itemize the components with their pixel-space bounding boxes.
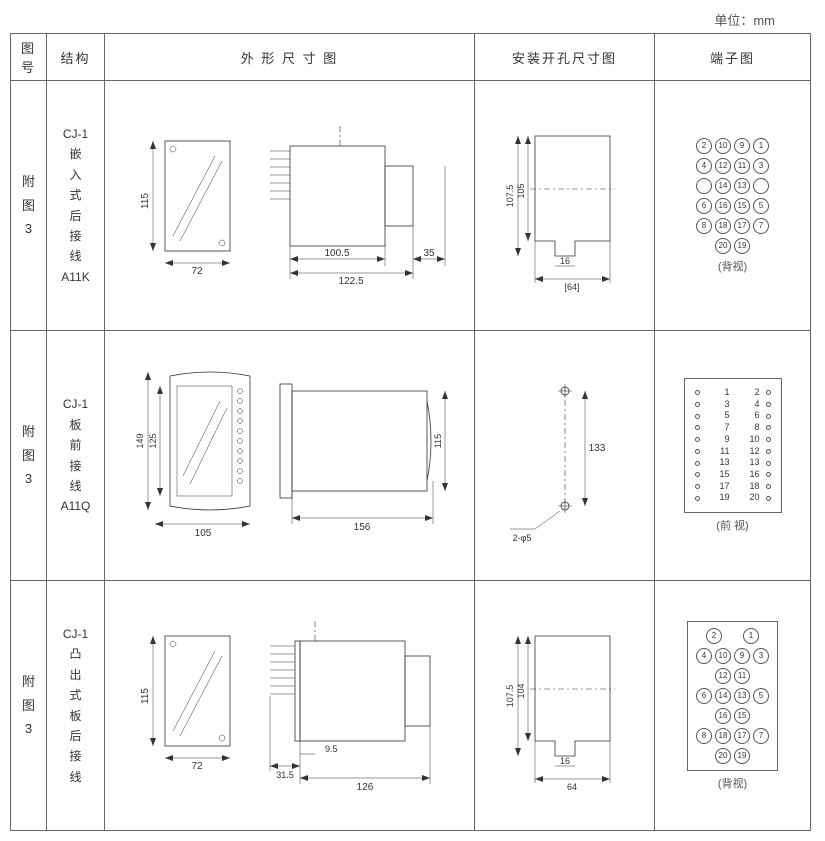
mount-drawing-0: 107.5 105 16 [64] [480,111,650,301]
dim-text: [64] [564,282,579,292]
dim-text: 105 [516,183,526,198]
fig-cell-1: 附 图 3 [11,331,47,581]
outline-drawing-0: 115 72 [115,111,465,301]
unit-label: 单位：mm [10,10,815,29]
dim-text: 149 [135,433,145,448]
struct-line: 板 [51,706,100,726]
dim-text: 2-φ5 [512,533,531,543]
spec-table: 图号 结构 外 形 尺 寸 图 安装开孔尺寸图 端子图 附 图 3 CJ-1 嵌… [10,33,811,831]
header-outline: 外 形 尺 寸 图 [105,34,475,81]
dim-text: 9.5 [325,744,338,754]
struct-line: 接 [51,456,100,476]
header-fig: 图号 [11,34,47,81]
dim-text: 105 [194,528,211,539]
terminal-diagram-0: 21091 412113 1413 616155 818177 2019 [659,138,806,254]
mount-drawing-1: 133 2-φ5 [480,361,650,551]
fig-cell-2: 附 图 3 [11,581,47,831]
term-cell-1: 12 34 56 78 910 1112 1313 1516 1718 1920… [655,331,811,581]
term-cell-0: 21091 412113 1413 616155 818177 2019 (背视… [655,81,811,331]
dim-text: 35 [423,248,435,259]
struct-line: 后 [51,726,100,746]
header-term: 端子图 [655,34,811,81]
struct-line: 出 [51,665,100,685]
fig-char: 附 [15,670,42,693]
fig-char: 3 [15,467,42,490]
dim-text: 115 [140,687,151,703]
struct-line: 接 [51,226,100,246]
dim-text: 115 [433,433,443,447]
term-cell-2: 21 41093 1211 614135 1615 818177 2019 (背… [655,581,811,831]
mount-cell-2: 107.5 104 16 64 [475,581,655,831]
mount-cell-0: 107.5 105 16 [64] [475,81,655,331]
dim-text: 156 [353,522,370,533]
struct-line: 线 [51,476,100,496]
dim-text: 107.5 [505,184,515,207]
dim-text: 104 [516,683,526,698]
dim-text: 31.5 [276,770,294,780]
struct-line: A11K [51,267,100,287]
dim-text: 72 [191,266,203,277]
dim-text: 125 [148,433,158,448]
struct-line: CJ-1 [51,394,100,414]
dim-text: 115 [140,192,151,208]
outline-drawing-2: 115 72 31.5 [115,606,465,806]
struct-line: 前 [51,435,100,455]
mount-drawing-2: 107.5 104 16 64 [480,611,650,801]
fig-char: 附 [15,420,42,443]
dim-text: 107.5 [505,684,515,707]
term-caption: (背视) [659,258,806,274]
dim-text: 100.5 [324,248,349,259]
dim-text: 133 [588,443,605,454]
dim-text: 16 [559,756,569,766]
term-caption: (前 视) [659,517,806,533]
struct-line: 式 [51,185,100,205]
struct-line: 式 [51,685,100,705]
struct-line: 线 [51,246,100,266]
outline-drawing-1: 149 125 105 115 [115,356,465,556]
fig-char: 3 [15,717,42,740]
fig-char: 图 [15,694,42,717]
dim-text: 126 [356,782,373,793]
fig-char: 3 [15,217,42,240]
struct-line: 线 [51,767,100,787]
dim-text: 16 [559,256,569,266]
struct-line: A11Q [51,496,100,516]
outline-cell-2: 115 72 31.5 [105,581,475,831]
fig-char: 图 [15,194,42,217]
struct-cell-0: CJ-1 嵌 入 式 后 接 线 A11K [47,81,105,331]
struct-cell-1: CJ-1 板 前 接 线 A11Q [47,331,105,581]
struct-line: 入 [51,165,100,185]
fig-char: 附 [15,170,42,193]
struct-line: 后 [51,206,100,226]
fig-cell-0: 附 图 3 [11,81,47,331]
outline-cell-1: 149 125 105 115 [105,331,475,581]
header-struct: 结构 [47,34,105,81]
mount-cell-1: 133 2-φ5 [475,331,655,581]
outline-cell-0: 115 72 [105,81,475,331]
struct-line: CJ-1 [51,124,100,144]
terminal-diagram-1: 12 34 56 78 910 1112 1313 1516 1718 1920 [684,378,782,513]
struct-cell-2: CJ-1 凸 出 式 板 后 接 线 [47,581,105,831]
header-mount: 安装开孔尺寸图 [475,34,655,81]
struct-line: 接 [51,746,100,766]
terminal-diagram-2: 21 41093 1211 614135 1615 818177 2019 [687,621,778,771]
struct-line: 板 [51,415,100,435]
fig-char: 图 [15,444,42,467]
dim-text: 122.5 [338,276,363,287]
struct-line: CJ-1 [51,624,100,644]
dim-text: 72 [191,761,203,772]
term-caption: (背视) [659,775,806,791]
struct-line: 凸 [51,644,100,664]
struct-line: 嵌 [51,144,100,164]
dim-text: 64 [566,782,576,792]
